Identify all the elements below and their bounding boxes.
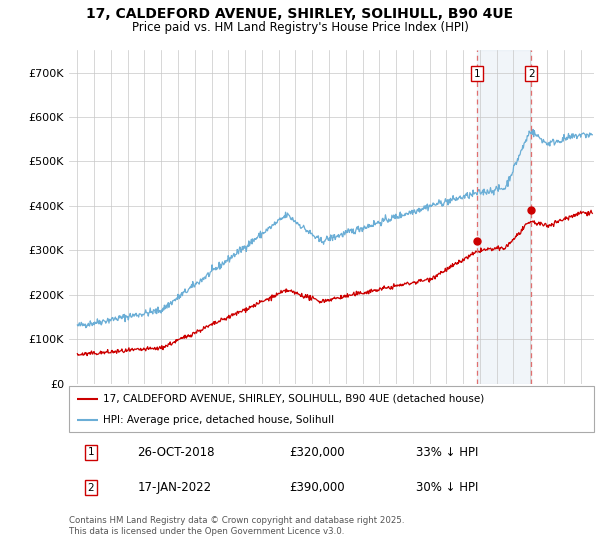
- Text: 26-OCT-2018: 26-OCT-2018: [137, 446, 215, 459]
- Text: £320,000: £320,000: [290, 446, 345, 459]
- Text: 1: 1: [88, 447, 94, 457]
- Text: 1: 1: [473, 69, 480, 79]
- Text: 17, CALDEFORD AVENUE, SHIRLEY, SOLIHULL, B90 4UE: 17, CALDEFORD AVENUE, SHIRLEY, SOLIHULL,…: [86, 7, 514, 21]
- Text: 17-JAN-2022: 17-JAN-2022: [137, 481, 211, 494]
- Text: Price paid vs. HM Land Registry's House Price Index (HPI): Price paid vs. HM Land Registry's House …: [131, 21, 469, 34]
- FancyBboxPatch shape: [69, 386, 594, 432]
- Text: 2: 2: [88, 483, 94, 493]
- Text: 17, CALDEFORD AVENUE, SHIRLEY, SOLIHULL, B90 4UE (detached house): 17, CALDEFORD AVENUE, SHIRLEY, SOLIHULL,…: [103, 394, 484, 404]
- Text: 33% ↓ HPI: 33% ↓ HPI: [415, 446, 478, 459]
- Text: 2: 2: [528, 69, 535, 79]
- Bar: [477, 50, 531, 384]
- Text: 30% ↓ HPI: 30% ↓ HPI: [415, 481, 478, 494]
- Text: HPI: Average price, detached house, Solihull: HPI: Average price, detached house, Soli…: [103, 415, 334, 425]
- Text: £390,000: £390,000: [290, 481, 345, 494]
- Text: Contains HM Land Registry data © Crown copyright and database right 2025.
This d: Contains HM Land Registry data © Crown c…: [69, 516, 404, 536]
